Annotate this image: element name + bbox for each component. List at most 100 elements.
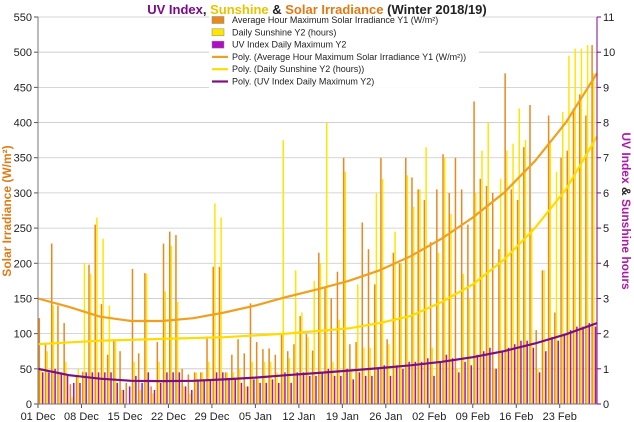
bar	[344, 171, 347, 404]
bar	[498, 249, 500, 404]
bar	[504, 73, 506, 405]
bar	[560, 157, 562, 404]
bar	[388, 344, 390, 404]
bar	[394, 231, 396, 404]
bar	[212, 266, 214, 404]
bar	[383, 365, 386, 404]
bar	[537, 368, 539, 404]
bar	[108, 305, 111, 404]
bar	[450, 214, 452, 404]
bar	[176, 301, 179, 404]
bar	[319, 263, 322, 404]
x-tick-label: 23 Feb	[543, 411, 577, 422]
bar	[555, 171, 558, 404]
bar	[352, 379, 355, 404]
bar	[214, 203, 216, 404]
bar	[245, 386, 247, 404]
bar	[222, 372, 224, 404]
legend-label: Average Hour Maximum Solar Irradiance Y1…	[232, 15, 438, 25]
bar	[549, 143, 552, 404]
bar-series	[38, 45, 597, 405]
bar	[52, 305, 55, 404]
bar	[506, 150, 508, 404]
bar	[290, 382, 292, 404]
bar	[586, 45, 589, 405]
x-tick-label: 08 Dec	[64, 411, 99, 422]
bar	[128, 386, 131, 404]
bar	[442, 154, 444, 404]
bar	[594, 326, 597, 404]
chart-title-part-3: &	[269, 2, 286, 17]
bar	[568, 55, 570, 404]
bar	[445, 354, 448, 404]
bar	[85, 372, 87, 404]
bar	[114, 340, 117, 404]
bar	[302, 372, 305, 404]
bar	[342, 157, 345, 404]
y-right-tick-label: 4	[603, 258, 609, 270]
bar	[215, 372, 218, 404]
bar	[184, 386, 187, 404]
bar	[412, 206, 415, 404]
bar	[405, 157, 407, 404]
bar	[299, 316, 301, 404]
bar	[46, 351, 48, 404]
y-axis-right-label: UV Index & Sunshine hours	[619, 132, 633, 290]
y-right-tick-label: 5	[603, 223, 609, 235]
bar	[58, 372, 61, 404]
bar	[152, 393, 154, 404]
bar	[170, 245, 173, 404]
bar	[249, 303, 252, 404]
bar	[431, 347, 434, 404]
bar	[251, 361, 253, 404]
bar	[381, 178, 384, 404]
y-right-tick-label: 1	[603, 364, 609, 376]
bar	[191, 389, 193, 404]
trendline	[37, 322, 598, 383]
bar	[572, 108, 575, 405]
bar	[271, 379, 274, 404]
x-tick-label: 22 Dec	[151, 411, 186, 422]
bar	[209, 379, 212, 404]
bar	[524, 140, 527, 405]
bar	[369, 347, 371, 404]
bar	[203, 379, 205, 404]
x-tick-label: 09 Feb	[456, 411, 490, 422]
bar	[147, 372, 150, 404]
chart-title-part-1: ,	[203, 2, 210, 17]
y-right-tick-label: 8	[603, 118, 609, 130]
bar	[436, 189, 438, 404]
trendline	[37, 72, 598, 323]
bar	[153, 389, 156, 404]
bar	[156, 342, 159, 404]
bar	[392, 252, 395, 404]
bar	[547, 115, 550, 404]
bar	[419, 189, 421, 404]
bar	[88, 264, 90, 404]
bar	[411, 177, 413, 404]
bar	[318, 252, 320, 404]
bar	[321, 372, 323, 404]
bar	[276, 372, 278, 404]
bar	[425, 147, 427, 404]
bar	[513, 344, 516, 404]
legend-background	[209, 14, 479, 94]
bar	[578, 94, 581, 405]
bar	[311, 350, 314, 404]
bar	[551, 337, 553, 404]
bar	[363, 347, 365, 404]
bar	[189, 393, 191, 404]
bar	[406, 175, 409, 404]
bar	[141, 382, 143, 404]
bar	[54, 368, 56, 404]
bar	[400, 263, 402, 404]
bar	[257, 379, 260, 404]
bar	[489, 347, 491, 404]
bar	[346, 368, 348, 404]
legend-label: UV Index Daily Maximum Y2	[232, 40, 346, 50]
bar	[83, 263, 86, 404]
bar	[367, 249, 370, 404]
y-left-tick-label: 500	[14, 47, 32, 59]
y-left-tick-label: 450	[14, 82, 32, 94]
bar	[470, 365, 473, 404]
